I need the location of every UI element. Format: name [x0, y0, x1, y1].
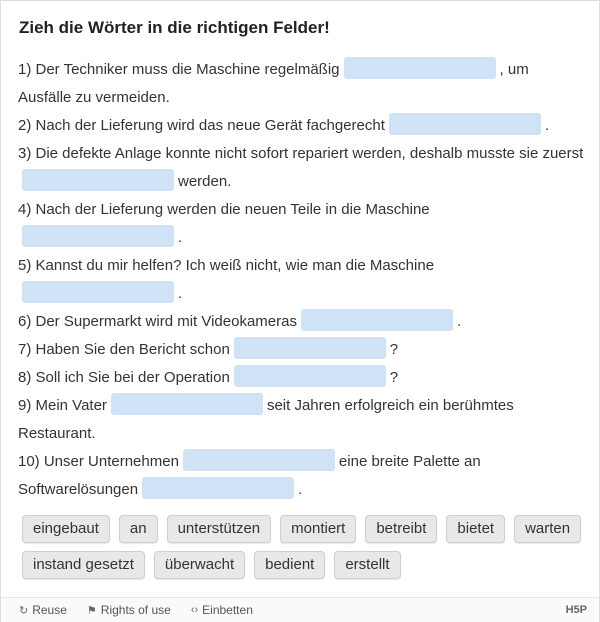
sentence-text: 5) Kannst du mir helfen? Ich weiß nicht,…	[18, 257, 435, 274]
sentence-text: eine breite Palette an Softwarelösungen	[18, 453, 481, 498]
sentence-text: 9) Mein Vater	[18, 397, 107, 414]
sentence-text: 6) Der Supermarkt wird mit Videokameras	[18, 313, 297, 330]
sentence: 8) Soll ich Sie bei der Operation?	[18, 364, 584, 392]
drop-zone[interactable]	[22, 225, 174, 248]
sentence-text: 10) Unser Unternehmen	[18, 453, 179, 470]
draggable-word[interactable]: betreibt	[365, 515, 438, 543]
footer-link[interactable]: ⚑ Rights of use	[87, 603, 171, 617]
footer-link-text: Einbetten	[202, 603, 253, 617]
sentence-text: ?	[389, 369, 399, 386]
footer-link-text: Reuse	[32, 603, 67, 617]
word-pool: eingebaut an unterstützen montiert betreibt b…	[22, 515, 582, 579]
draggable-word[interactable]: erstellt	[334, 551, 401, 579]
footer-link-text: Rights of use	[100, 603, 171, 617]
sentence: 2) Nach der Lieferung wird das neue Gerä…	[18, 112, 584, 140]
logo: H5P	[565, 604, 587, 616]
sentence-text: , um Ausfälle zu vermeiden.	[18, 61, 529, 106]
sentence-text: 7) Haben Sie den Bericht schon	[18, 341, 230, 358]
drop-zone[interactable]	[142, 477, 295, 500]
footer: ↻ Reuse ⚑ Rights of use ‹› Einbetten H5P	[1, 597, 599, 622]
sentence: 9) Mein Vater seit Jahren erfolgreich ein…	[18, 392, 584, 448]
sentence-text: .	[298, 481, 303, 498]
draggable-word[interactable]: montiert	[280, 515, 357, 543]
sentence-text: .	[544, 117, 550, 134]
footer-link[interactable]: ↻ Reuse	[19, 603, 67, 617]
drop-zone[interactable]	[343, 57, 496, 80]
drop-zone[interactable]	[110, 393, 263, 416]
drop-zone[interactable]	[182, 449, 335, 472]
sentences: 1) Der Techniker muss die Maschine regel…	[18, 56, 584, 504]
drop-zone[interactable]	[388, 113, 541, 136]
sentence: 3) Die defekte Anlage konnte nicht sofor…	[18, 140, 584, 196]
footer-icon: ⚑	[86, 604, 97, 617]
task-title: Zieh die Wörter in die richtigen Felder!	[19, 18, 330, 37]
draggable-word[interactable]: bedient	[254, 551, 326, 579]
drop-zone[interactable]	[300, 309, 453, 332]
draggable-word[interactable]: bietet	[446, 515, 506, 543]
sentence-text: .	[178, 229, 183, 246]
drop-zone[interactable]	[22, 281, 174, 304]
sentence-text: 8) Soll ich Sie bei der Operation	[18, 369, 230, 386]
sentence-text: .	[178, 285, 183, 302]
sentence-text: 3) Die defekte Anlage konnte nicht sofor…	[18, 145, 584, 162]
sentence: 5) Kannst du mir helfen? Ich weiß nicht,…	[18, 252, 584, 308]
sentence: 1) Der Techniker muss die Maschine regel…	[18, 56, 584, 112]
footer-icon: ↻	[19, 604, 29, 617]
sentence-text: 1) Der Techniker muss die Maschine regel…	[18, 61, 340, 78]
draggable-word[interactable]: unterstützen	[166, 515, 272, 543]
sentence: 7) Haben Sie den Bericht schon?	[18, 336, 584, 364]
draggable-word[interactable]: instand gesetzt	[22, 551, 145, 579]
footer-link[interactable]: ‹› Einbetten	[191, 603, 253, 617]
sentence-text: 4) Nach der Lieferung werden die neuen T…	[18, 201, 430, 218]
draggable-word[interactable]: eingebaut	[22, 515, 110, 543]
drop-zone[interactable]	[233, 365, 386, 388]
drop-zone[interactable]	[22, 169, 174, 192]
draggable-word[interactable]: überwacht	[153, 551, 246, 579]
sentence: 6) Der Supermarkt wird mit Videokameras.	[18, 308, 584, 336]
sentence-text: ?	[389, 341, 399, 358]
draggable-word[interactable]: warten	[514, 515, 582, 543]
sentence-text: 2) Nach der Lieferung wird das neue Gerä…	[18, 117, 385, 134]
sentence: 10) Unser Unternehmen eine breite Palette…	[18, 448, 584, 504]
sentence-text: .	[456, 313, 462, 330]
sentence-text: seit Jahren erfolgreich ein berühmtes Re…	[18, 397, 514, 442]
drop-zone[interactable]	[233, 337, 386, 360]
sentence-text: werden.	[178, 173, 232, 190]
footer-icon: ‹›	[190, 604, 199, 616]
draggable-word[interactable]: an	[118, 515, 158, 543]
sentence: 4) Nach der Lieferung werden die neuen T…	[18, 196, 584, 252]
